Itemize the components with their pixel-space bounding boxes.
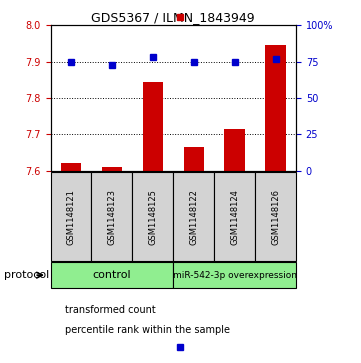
- Bar: [91, 172, 132, 261]
- Text: GSM1148124: GSM1148124: [230, 189, 239, 245]
- Text: GSM1148125: GSM1148125: [148, 189, 157, 245]
- Bar: [61, 163, 81, 171]
- Bar: [255, 172, 296, 261]
- Text: miR-542-3p overexpression: miR-542-3p overexpression: [173, 271, 297, 280]
- Bar: [102, 167, 122, 171]
- Bar: [143, 82, 163, 171]
- Bar: [173, 172, 214, 261]
- Text: protocol: protocol: [4, 270, 49, 280]
- Text: control: control: [93, 270, 131, 280]
- Bar: [132, 172, 173, 261]
- Text: GSM1148121: GSM1148121: [66, 189, 75, 245]
- Bar: [183, 147, 204, 171]
- Bar: [173, 262, 296, 288]
- Text: GSM1148122: GSM1148122: [189, 189, 198, 245]
- Text: transformed count: transformed count: [65, 305, 156, 315]
- Text: GSM1148126: GSM1148126: [271, 189, 280, 245]
- Bar: [51, 172, 91, 261]
- Text: percentile rank within the sample: percentile rank within the sample: [65, 325, 230, 335]
- Bar: [265, 45, 286, 171]
- Bar: [225, 129, 245, 171]
- Bar: [51, 262, 173, 288]
- Bar: [214, 172, 255, 261]
- Title: GDS5367 / ILMN_1843949: GDS5367 / ILMN_1843949: [91, 11, 255, 24]
- Text: GSM1148123: GSM1148123: [108, 189, 116, 245]
